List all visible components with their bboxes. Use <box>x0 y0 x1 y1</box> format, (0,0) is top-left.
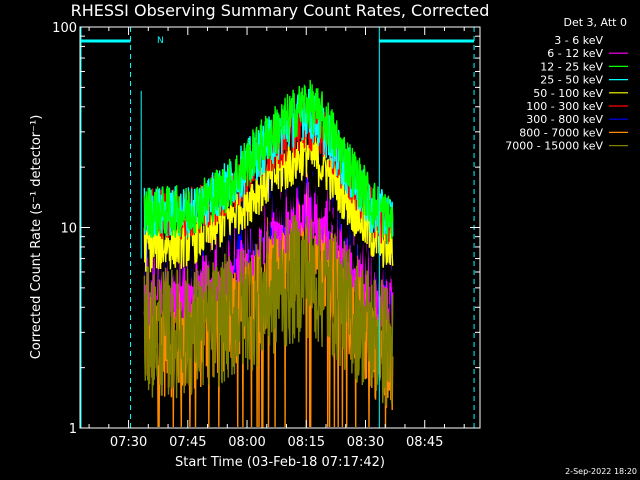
legend-label: 300 - 800 keV <box>526 113 603 126</box>
legend-label: 25 - 50 keV <box>540 74 603 87</box>
legend-label: 100 - 300 keV <box>526 100 603 113</box>
y-axis-label: Corrected Count Rate (s⁻¹ detector⁻¹) <box>29 115 44 360</box>
date-stamp: 2-Sep-2022 18:20 <box>565 467 637 476</box>
y-tick-label: 1 <box>69 422 77 437</box>
x-tick-label: 07:45 <box>169 435 206 450</box>
chart-title: RHESSI Observing Summary Count Rates, Co… <box>71 1 490 20</box>
y-tick-label: 10 <box>60 222 77 237</box>
x-axis: 07:30 07:45 08:00 08:15 08:30 08:45 <box>88 27 465 450</box>
flag-marker-label: N <box>157 36 164 46</box>
y-tick-label: 100 <box>52 21 77 36</box>
x-tick-label: 08:30 <box>347 435 384 450</box>
data-layer <box>140 79 394 428</box>
x-tick-label: 08:00 <box>228 435 265 450</box>
y-axis: 1 10 100 <box>52 21 480 437</box>
series-line-2 <box>143 79 394 243</box>
legend-title: Det 3, Att 0 <box>564 16 628 29</box>
legend-label: 6 - 12 keV <box>547 47 603 60</box>
x-axis-label: Start Time (03-Feb-18 07:17:42) <box>175 455 385 470</box>
series-line-8 <box>143 214 394 407</box>
legend-label: 800 - 7000 keV <box>519 126 603 139</box>
legend-label: 50 - 100 keV <box>533 87 603 100</box>
legend-label: 12 - 25 keV <box>540 60 603 73</box>
legend-label: 7000 - 15000 keV <box>505 140 603 153</box>
x-tick-label: 07:30 <box>110 435 147 450</box>
x-tick-label: 08:15 <box>288 435 325 450</box>
x-tick-label: 08:45 <box>406 435 443 450</box>
legend-label: 3 - 6 keV <box>554 34 603 47</box>
